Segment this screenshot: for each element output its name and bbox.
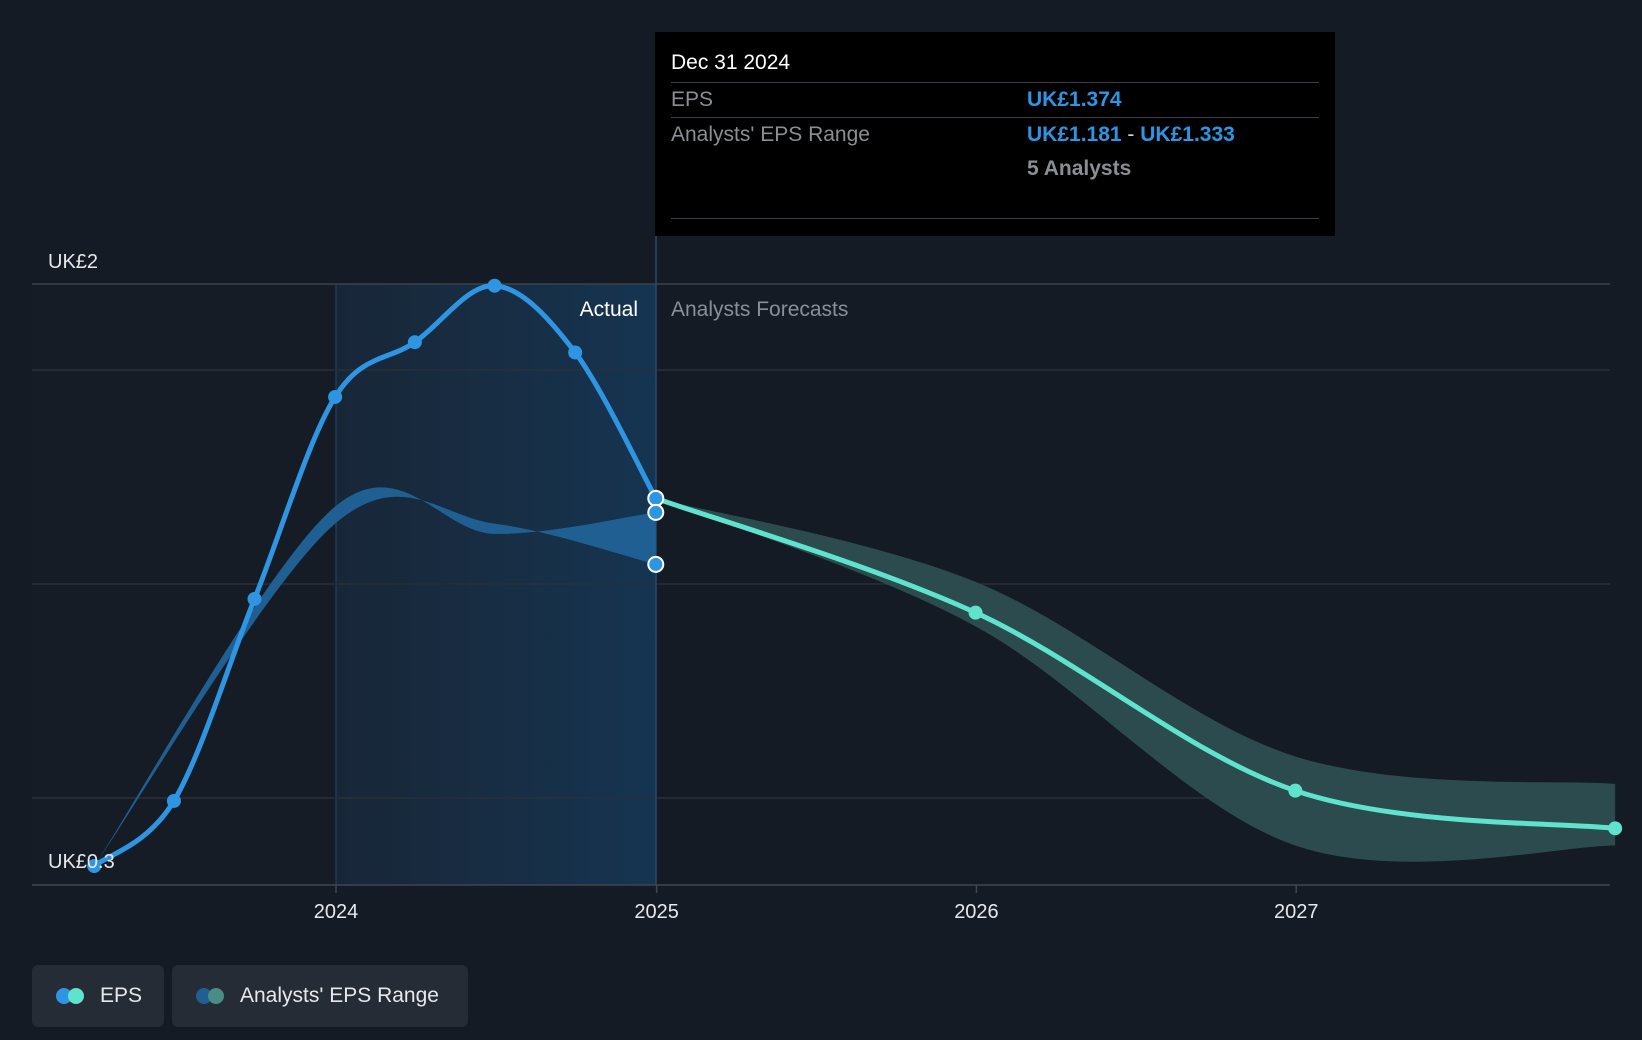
tooltip-divider [671, 218, 1319, 219]
forecasts-label: Analysts Forecasts [671, 298, 848, 321]
tooltip-range-low: UK£1.181 [1027, 123, 1122, 146]
tooltip-range-label: Analysts' EPS Range [671, 123, 870, 146]
x-tick-label: 2024 [314, 901, 359, 923]
range-low-highlight-point [647, 555, 665, 573]
eps-point-actual [487, 278, 502, 293]
legend-eps-label: EPS [100, 984, 143, 1007]
legend-range-button[interactable]: Analysts' EPS Range [172, 965, 468, 1027]
tooltip-date: Dec 31 2024 [671, 46, 1319, 83]
eps-legend-icon [56, 988, 86, 1004]
x-tick-label: 2025 [634, 901, 679, 923]
y-label-top: UK£2 [48, 251, 98, 273]
tooltip-analysts: 5 Analysts [1027, 157, 1132, 180]
range-high-highlight-point [647, 503, 665, 521]
eps-point-actual [247, 591, 262, 606]
eps-point-forecast [1288, 783, 1303, 798]
x-tick-label: 2026 [954, 901, 999, 923]
eps-point-actual [87, 859, 102, 873]
tooltip-range-high: UK£1.333 [1140, 123, 1235, 146]
tooltip-analysts-row: 5 Analysts [671, 152, 1319, 186]
x-tick-label: 2027 [1274, 901, 1319, 923]
actual-label: Actual [580, 298, 638, 321]
tooltip-analysts-spacer [671, 152, 1027, 186]
tooltip-eps-label: EPS [671, 88, 714, 111]
eps-point-actual [166, 793, 181, 808]
y-label-bottom: UK£0.3 [48, 851, 115, 873]
range-band-forecast [655, 498, 1616, 862]
legend-range-label: Analysts' EPS Range [240, 984, 439, 1007]
eps-point-forecast [1608, 821, 1623, 836]
tooltip: Dec 31 2024 EPS UK£1.374 Analysts' EPS R… [655, 32, 1335, 236]
tooltip-eps-value: UK£1.374 [1027, 88, 1122, 111]
tooltip-range-sep: - [1127, 123, 1135, 146]
eps-point-forecast [968, 605, 983, 620]
eps-point-actual [328, 389, 343, 404]
eps-point-actual [568, 345, 583, 360]
range-legend-icon [196, 988, 226, 1004]
eps-line-forecast [653, 495, 1618, 831]
eps-point-actual [407, 335, 422, 350]
tooltip-range-row: Analysts' EPS Range UK£1.181 - UK£1.333 [671, 118, 1319, 152]
eps-highlight-point [647, 489, 665, 507]
tooltip-eps-row: EPS UK£1.374 [671, 83, 1319, 118]
eps-line-actual [91, 283, 659, 869]
range-band-actual [94, 487, 656, 866]
legend-eps-button[interactable]: EPS [32, 965, 164, 1027]
